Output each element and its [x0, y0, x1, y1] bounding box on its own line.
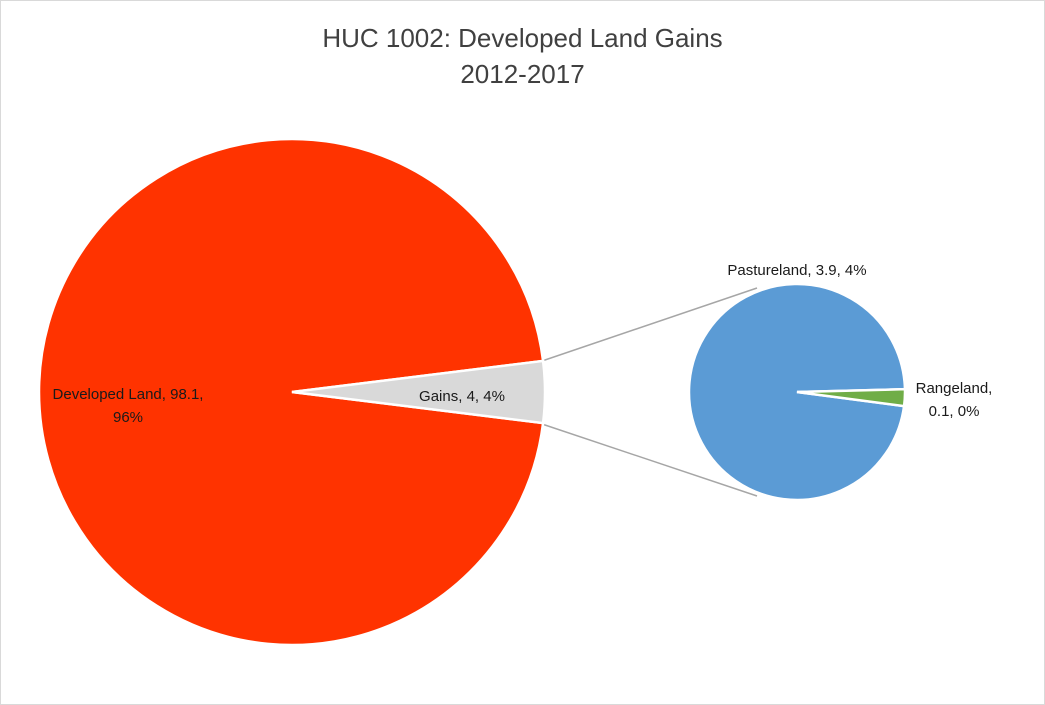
chart-subtitle: 2012-2017	[460, 59, 585, 89]
chart-title: HUC 1002: Developed Land Gains	[322, 23, 723, 53]
data-label-rangeland-line-1: Rangeland,	[916, 380, 993, 397]
data-label-rangeland-line-2: 0.1, 0%	[929, 403, 980, 420]
data-label-pastureland: Pastureland, 3.9, 4%	[727, 262, 866, 279]
pie-slice-developed-land	[37, 137, 545, 647]
pie-slice-gains	[291, 359, 547, 425]
data-label-developed-land-line-2: 96%	[113, 409, 143, 426]
pie-slice-rangeland	[796, 387, 907, 408]
connector-line-top	[541, 287, 758, 362]
connector-line-bottom	[541, 423, 758, 497]
data-label-gains: Gains, 4, 4%	[419, 388, 505, 405]
data-label-developed-land-line-1: Developed Land, 98.1,	[53, 386, 204, 403]
